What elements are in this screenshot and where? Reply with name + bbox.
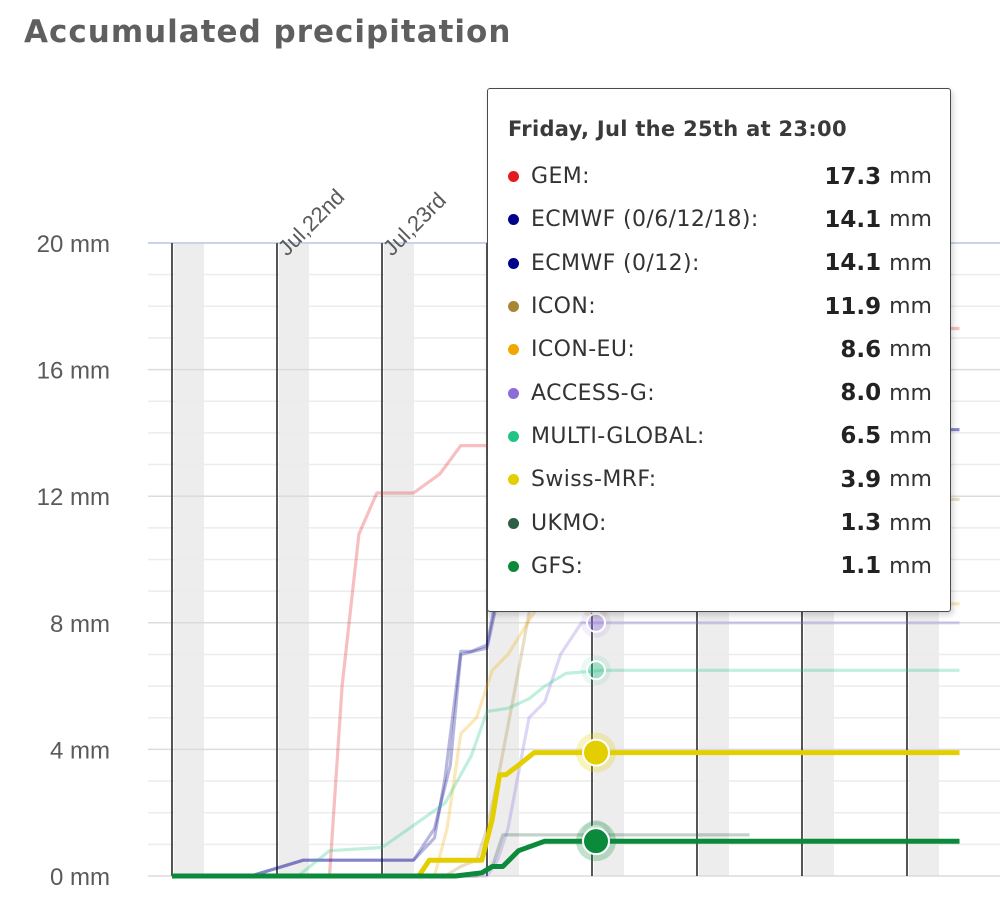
tooltip-series-name: Swiss-MRF: xyxy=(531,467,657,493)
tooltip-row: GEM: 17.3 mm xyxy=(508,155,932,198)
tooltip-rows: GEM: 17.3 mm ECMWF (0/6/12/18): 14.1 mm ECMWF … xyxy=(508,155,932,588)
tooltip-unit: mm xyxy=(889,380,932,406)
y-tick-label: 0 mm xyxy=(50,864,110,891)
series-color-dot xyxy=(508,301,519,313)
x-tick-label: Jul,23rd xyxy=(378,188,451,261)
tooltip-row: UKMO: 1.3 mm xyxy=(508,501,932,544)
tooltip-series-name: UKMO: xyxy=(531,510,607,536)
x-tick-label: Jul,22nd xyxy=(273,184,350,261)
tooltip-series-name: ECMWF (0/12): xyxy=(531,250,700,276)
hover-marker xyxy=(582,738,610,767)
tooltip-unit: mm xyxy=(889,553,932,579)
hover-marker xyxy=(586,660,606,681)
series-color-dot xyxy=(508,344,519,356)
tooltip-series-value: 11.9 xyxy=(824,293,882,320)
tooltip-series-name: ECMWF (0/6/12/18): xyxy=(531,207,759,233)
tooltip-unit: mm xyxy=(889,207,932,233)
series-color-dot xyxy=(508,430,519,442)
chart-title: Accumulated precipitation xyxy=(24,14,512,50)
tooltip-unit: mm xyxy=(889,294,932,320)
tooltip-row: ICON: 11.9 mm xyxy=(508,285,932,328)
y-tick-label: 16 mm xyxy=(37,358,110,385)
tooltip-row: ECMWF (0/6/12/18): 14.1 mm xyxy=(508,198,932,241)
y-tick-label: 4 mm xyxy=(50,737,110,764)
tooltip-title: Friday, Jul the 25th at 23:00 xyxy=(508,117,847,141)
y-tick-label: 20 mm xyxy=(37,231,110,258)
tooltip-row: Swiss-MRF: 3.9 mm xyxy=(508,458,932,501)
y-tick-label: 12 mm xyxy=(37,484,110,511)
tooltip-series-value: 8.0 xyxy=(840,380,882,407)
series-color-dot xyxy=(508,214,519,226)
tooltip-unit: mm xyxy=(889,423,932,449)
tooltip-row: ICON-EU: 8.6 mm xyxy=(508,328,932,371)
tooltip-series-value: 3.9 xyxy=(840,466,882,493)
series-color-dot xyxy=(508,560,519,572)
tooltip-unit: mm xyxy=(889,164,932,190)
hover-marker xyxy=(582,827,610,856)
hover-halo xyxy=(581,607,611,638)
tooltip-row: ECMWF (0/12): 14.1 mm xyxy=(508,242,932,285)
tooltip-row: MULTI-GLOBAL: 6.5 mm xyxy=(508,415,932,458)
tooltip-series-name: GFS: xyxy=(531,553,584,579)
tooltip-series-value: 8.6 xyxy=(840,336,882,363)
tooltip-row: GFS: 1.1 mm xyxy=(508,545,932,588)
series-color-dot xyxy=(508,171,519,183)
series-line xyxy=(172,750,960,879)
series-color-dot xyxy=(508,387,519,399)
tooltip-series-name: ICON: xyxy=(531,294,597,320)
tooltip-series-name: ICON-EU: xyxy=(531,337,636,363)
tooltip-series-name: MULTI-GLOBAL: xyxy=(531,423,705,449)
series-color-dot xyxy=(508,517,519,529)
tooltip-series-name: ACCESS-G: xyxy=(531,380,656,406)
hover-halo xyxy=(581,655,611,686)
hover-marker xyxy=(586,612,606,633)
series-line xyxy=(172,668,960,878)
tooltip-unit: mm xyxy=(889,467,932,493)
tooltip: Friday, Jul the 25th at 23:00 GEM: 17.3 mm… xyxy=(487,88,951,612)
tooltip-series-value: 14.1 xyxy=(824,206,882,233)
tooltip-unit: mm xyxy=(889,337,932,363)
tooltip-row: ACCESS-G: 8.0 mm xyxy=(508,371,932,414)
tooltip-series-value: 1.1 xyxy=(840,553,882,580)
y-tick-label: 8 mm xyxy=(50,611,110,638)
tooltip-series-name: GEM: xyxy=(531,164,590,190)
tooltip-series-value: 1.3 xyxy=(840,510,882,537)
series-color-dot xyxy=(508,257,519,269)
tooltip-unit: mm xyxy=(889,250,932,276)
tooltip-unit: mm xyxy=(889,510,932,536)
tooltip-series-value: 17.3 xyxy=(824,163,882,190)
tooltip-series-value: 6.5 xyxy=(840,423,882,450)
tooltip-series-value: 14.1 xyxy=(824,250,882,277)
series-color-dot xyxy=(508,474,519,486)
